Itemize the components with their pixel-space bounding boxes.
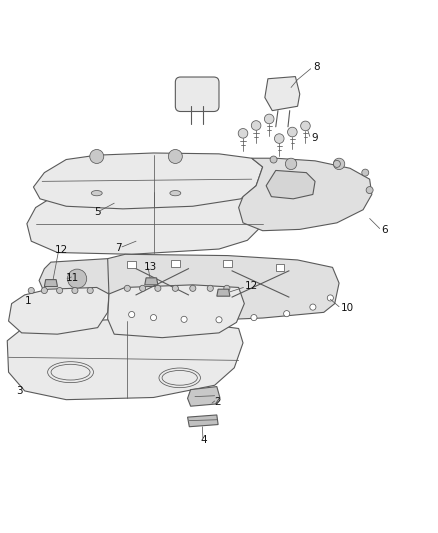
Circle shape [333,160,340,167]
Circle shape [270,156,277,163]
Circle shape [181,316,187,322]
Circle shape [57,287,63,294]
Circle shape [265,114,274,124]
Circle shape [327,295,333,301]
Text: 10: 10 [341,303,354,313]
Circle shape [168,149,182,164]
Polygon shape [33,153,263,209]
Circle shape [172,285,178,292]
Circle shape [90,149,104,164]
Circle shape [275,134,284,143]
FancyBboxPatch shape [223,260,232,266]
FancyBboxPatch shape [127,261,136,268]
Ellipse shape [170,190,181,196]
Circle shape [216,317,222,323]
Polygon shape [266,171,315,199]
Circle shape [140,285,146,292]
Circle shape [28,287,34,294]
Polygon shape [265,77,300,111]
Circle shape [251,120,261,130]
Ellipse shape [91,190,102,196]
Text: 9: 9 [311,133,318,143]
Polygon shape [9,287,109,334]
Circle shape [362,169,369,176]
Circle shape [124,285,131,292]
Circle shape [286,158,297,169]
Circle shape [251,314,257,321]
Text: 8: 8 [313,61,319,71]
FancyBboxPatch shape [175,77,219,111]
Circle shape [288,127,297,137]
Polygon shape [108,254,339,321]
Circle shape [333,158,345,169]
Text: 7: 7 [115,243,122,253]
Circle shape [155,285,161,292]
Text: 2: 2 [214,397,220,407]
Text: 11: 11 [65,273,78,283]
Text: 5: 5 [95,207,101,217]
Circle shape [284,311,290,317]
Circle shape [300,121,310,131]
Circle shape [224,285,230,292]
Circle shape [41,287,47,294]
Polygon shape [187,415,218,427]
Text: 12: 12 [55,245,68,255]
Polygon shape [187,386,220,406]
Circle shape [67,269,87,288]
Polygon shape [108,285,244,338]
Circle shape [190,285,196,292]
Polygon shape [239,158,372,231]
Polygon shape [44,280,57,287]
Polygon shape [39,259,113,299]
Circle shape [150,314,156,321]
Circle shape [87,287,93,294]
Polygon shape [145,278,158,285]
Circle shape [207,285,213,292]
FancyBboxPatch shape [171,260,180,266]
Polygon shape [7,320,243,400]
Text: 12: 12 [245,281,258,290]
Text: 6: 6 [381,225,388,235]
Text: 4: 4 [201,435,207,445]
Circle shape [310,304,316,310]
Circle shape [238,128,248,138]
Text: 13: 13 [144,262,157,272]
Circle shape [129,311,135,318]
Polygon shape [27,191,263,254]
Circle shape [72,287,78,294]
Text: 3: 3 [16,386,23,396]
Polygon shape [217,289,230,296]
Text: 1: 1 [25,296,32,306]
FancyBboxPatch shape [276,264,285,271]
Circle shape [366,187,373,193]
